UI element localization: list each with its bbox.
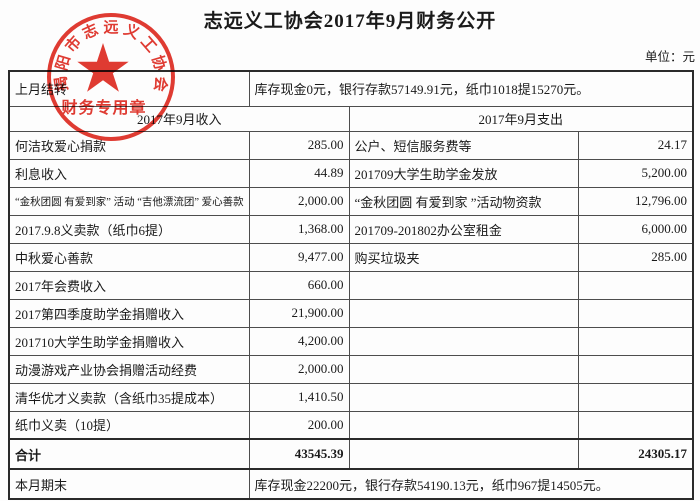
income-item-cell: 清华优才义卖款（含纸巾35提成本） — [8, 382, 250, 412]
expense-item-cell — [348, 382, 579, 412]
expense-amount-cell: 24.17 — [577, 130, 694, 160]
total-empty-cell — [348, 438, 579, 470]
table-row: 201710大学生助学金捐赠收入 4,200.00 — [8, 326, 694, 356]
table-body: 上月结转 库存现金0元，银行存款57149.91元，纸巾1018提15270元。… — [8, 70, 694, 500]
income-amount-cell: 4,200.00 — [248, 326, 350, 356]
expense-item-cell: 201709-201802办公室租金 — [348, 214, 579, 244]
expense-item-cell: “金秋团圆 有爱到家 ”活动物资款 — [348, 186, 579, 216]
expense-item-cell: 公户、短信服务费等 — [348, 130, 579, 160]
expense-amount-cell: 285.00 — [577, 242, 694, 272]
expense-item-cell — [348, 410, 579, 440]
expense-amount-cell: 12,796.00 — [577, 186, 694, 216]
income-amount-cell: 285.00 — [248, 130, 350, 160]
expense-amount-cell — [577, 270, 694, 300]
expense-amount-cell — [577, 354, 694, 384]
table-row: 2017第四季度助学金捐赠收入 21,900.00 — [8, 298, 694, 328]
expense-amount-cell — [577, 382, 694, 412]
expense-amount-cell: 6,000.00 — [577, 214, 694, 244]
table-row: 2017年会费收入 660.00 — [8, 270, 694, 300]
income-amount-cell: 200.00 — [248, 410, 350, 440]
income-header-cell: 2017年9月收入 — [8, 105, 350, 132]
income-amount-cell: 21,900.00 — [248, 298, 350, 328]
stamp-arc-char: 工 — [137, 34, 159, 56]
page-title: 志远义工协会2017年9月财务公开 — [203, 11, 497, 32]
expense-item-cell — [348, 354, 579, 384]
income-item-cell: 201710大学生助学金捐赠收入 — [8, 326, 250, 356]
prev-month-label: 上月结转 — [8, 70, 250, 107]
total-income-amount: 43545.39 — [248, 438, 350, 470]
income-item-cell: 纸巾义卖（10提） — [8, 410, 250, 440]
income-amount-cell: 9,477.00 — [248, 242, 350, 272]
income-item-cell: 2017第四季度助学金捐赠收入 — [8, 298, 250, 328]
finance-table: 上月结转 库存现金0元，银行存款57149.91元，纸巾1018提15270元。… — [8, 70, 694, 500]
expense-item-cell: 购买垃圾夹 — [348, 242, 579, 272]
income-item-cell: 2017.9.8义卖款（纸巾6提） — [8, 214, 250, 244]
table-row: 动漫游戏产业协会捐赠活动经费 2,000.00 — [8, 354, 694, 384]
expense-amount-cell — [577, 298, 694, 328]
table-row: 纸巾义卖（10提） 200.00 — [8, 410, 694, 440]
table-row: 利息收入 44.89 201709大学生助学金发放 5,200.00 — [8, 158, 694, 188]
income-amount-cell: 44.89 — [248, 158, 350, 188]
unit-label: 单位：元 — [644, 50, 695, 64]
expense-item-cell — [348, 270, 579, 300]
income-item-cell: “金秋团圆 有爱到家” 活动 “吉他漂流团” 爱心善款 — [8, 186, 250, 216]
table-row: 清华优才义卖款（含纸巾35提成本） 1,410.50 — [8, 382, 694, 412]
income-item-cell: 利息收入 — [8, 158, 250, 188]
expense-header-cell: 2017年9月支出 — [348, 105, 694, 132]
expense-amount-cell — [577, 410, 694, 440]
expense-amount-cell: 5,200.00 — [577, 158, 694, 188]
expense-amount-cell — [577, 326, 694, 356]
total-row: 合计 43545.39 24305.17 — [8, 438, 694, 470]
income-amount-cell: 1,410.50 — [248, 382, 350, 412]
month-end-content: 库存现金22200元，银行存款54190.13元，纸巾967提14505元。 — [248, 468, 694, 500]
table-row: “金秋团圆 有爱到家” 活动 “吉他漂流团” 爱心善款 2,000.00 “金秋… — [8, 186, 694, 216]
income-item-cell: 2017年会费收入 — [8, 270, 250, 300]
expense-item-cell — [348, 298, 579, 328]
month-end-label: 本月期末 — [8, 468, 250, 500]
income-amount-cell: 660.00 — [248, 270, 350, 300]
prev-month-row: 上月结转 库存现金0元，银行存款57149.91元，纸巾1018提15270元。 — [8, 70, 694, 107]
table-row: 2017.9.8义卖款（纸巾6提） 1,368.00 201709-201802… — [8, 214, 694, 244]
income-amount-cell: 1,368.00 — [248, 214, 350, 244]
expense-item-cell — [348, 326, 579, 356]
income-amount-cell: 2,000.00 — [248, 354, 350, 384]
income-item-cell: 动漫游戏产业协会捐赠活动经费 — [8, 354, 250, 384]
section-header-row: 2017年9月收入 2017年9月支出 — [8, 105, 694, 132]
month-end-row: 本月期末 库存现金22200元，银行存款54190.13元，纸巾967提1450… — [8, 468, 694, 500]
table-row: 何洁玫爱心捐款 285.00 公户、短信服务费等 24.17 — [8, 130, 694, 160]
total-label: 合计 — [8, 438, 250, 470]
income-amount-cell: 2,000.00 — [248, 186, 350, 216]
prev-month-content: 库存现金0元，银行存款57149.91元，纸巾1018提15270元。 — [248, 70, 694, 107]
income-item-cell: 何洁玫爱心捐款 — [8, 130, 250, 160]
income-item-cell: 中秋爱心善款 — [8, 242, 250, 272]
table-row: 中秋爱心善款 9,477.00 购买垃圾夹 285.00 — [8, 242, 694, 272]
total-expense-amount: 24305.17 — [577, 438, 694, 470]
expense-item-cell: 201709大学生助学金发放 — [348, 158, 579, 188]
